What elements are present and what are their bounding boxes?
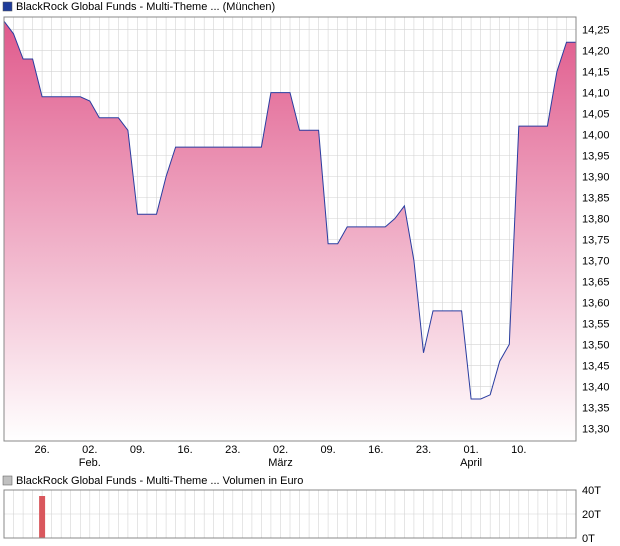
price-x-month-label: März xyxy=(268,457,292,469)
volume-y-tick-label: 0T xyxy=(582,533,595,545)
price-legend-text: BlackRock Global Funds - Multi-Theme ...… xyxy=(16,1,275,13)
price-y-tick-label: 14,10 xyxy=(582,88,610,100)
price-x-tick-label: 10. xyxy=(511,444,526,456)
price-x-tick-label: 09. xyxy=(320,444,335,456)
volume-y-axis: 40T 20T 0T xyxy=(582,485,601,545)
volume-legend-text: BlackRock Global Funds - Multi-Theme ...… xyxy=(16,475,303,487)
price-y-tick-label: 13,50 xyxy=(582,339,610,351)
price-x-month-label: April xyxy=(460,457,482,469)
price-y-tick-label: 14,15 xyxy=(582,67,610,79)
price-y-tick-label: 14,00 xyxy=(582,130,610,142)
price-y-tick-label: 13,65 xyxy=(582,277,610,289)
volume-bars xyxy=(39,496,46,538)
price-y-tick-label: 13,40 xyxy=(582,381,610,393)
price-series-line xyxy=(3,20,576,400)
price-plot-frame xyxy=(3,16,577,442)
price-area xyxy=(4,21,576,441)
volume-grid xyxy=(4,489,576,539)
price-x-tick-label: 16. xyxy=(177,444,192,456)
price-x-tick-label: 26. xyxy=(34,444,49,456)
price-y-tick-label: 13,30 xyxy=(582,423,610,435)
price-y-tick-label: 13,60 xyxy=(582,298,610,310)
price-y-tick-label: 13,75 xyxy=(582,235,610,247)
price-y-tick-label: 13,90 xyxy=(582,172,610,184)
volume-legend-swatch xyxy=(2,475,13,486)
price-x-tick-label: 23. xyxy=(225,444,240,456)
price-y-tick-label: 14,05 xyxy=(582,109,610,121)
price-x-tick-label: 02. xyxy=(82,444,97,456)
volume-plot-frame xyxy=(3,489,577,539)
price-y-tick-label: 13,80 xyxy=(582,214,610,226)
price-legend-swatch xyxy=(2,1,13,12)
price-x-month-label: Feb. xyxy=(79,457,101,469)
price-x-tick-label: 16. xyxy=(368,444,383,456)
volume-y-tick-label: 40T xyxy=(582,485,601,497)
price-x-tick-label: 23. xyxy=(416,444,431,456)
price-x-tick-label: 02. xyxy=(273,444,288,456)
volume-y-tick-label: 20T xyxy=(582,509,601,521)
price-x-tick-label: 09. xyxy=(130,444,145,456)
volume-bar xyxy=(39,496,46,538)
price-y-tick-label: 14,25 xyxy=(582,25,610,37)
price-y-tick-label: 13,35 xyxy=(582,402,610,414)
price-y-tick-label: 14,20 xyxy=(582,46,610,58)
price-y-tick-label: 13,85 xyxy=(582,193,610,205)
price-y-axis: 14,25 14,20 14,15 14,10 14,05 14,00 13,95 13,90… xyxy=(582,25,610,436)
price-y-tick-label: 13,70 xyxy=(582,256,610,268)
price-x-tick-label: 01. xyxy=(463,444,478,456)
price-y-tick-label: 13,45 xyxy=(582,360,610,372)
price-y-tick-label: 13,95 xyxy=(582,151,610,163)
price-y-tick-label: 13,55 xyxy=(582,319,610,331)
